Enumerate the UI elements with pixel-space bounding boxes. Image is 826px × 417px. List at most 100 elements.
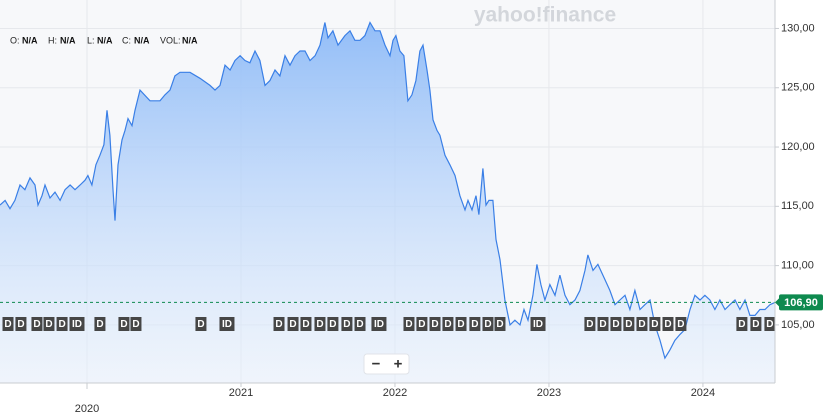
dividend-label: D xyxy=(738,319,745,330)
dividend-label: D xyxy=(132,319,139,330)
dividend-marker: D xyxy=(195,317,207,331)
dividend-marker: D xyxy=(15,317,27,331)
dividend-marker: D xyxy=(43,317,55,331)
dividend-marker: D xyxy=(327,317,339,331)
dividend-box xyxy=(469,317,481,331)
dividend-box xyxy=(610,317,622,331)
legend-key: H: xyxy=(48,35,57,45)
y-tick-label: 125,00 xyxy=(781,82,815,94)
dividend-label: D xyxy=(96,319,103,330)
dividend-box xyxy=(530,317,546,331)
dividend-marker: D xyxy=(764,317,776,331)
dividend-label: ID xyxy=(374,319,384,330)
dividend-label: D xyxy=(329,319,336,330)
dividend-box xyxy=(416,317,428,331)
dividend-label: D xyxy=(586,319,593,330)
zoom-controls: − + xyxy=(363,353,410,375)
dividend-box xyxy=(494,317,506,331)
dividend-box xyxy=(623,317,635,331)
last-price-pointer xyxy=(775,298,779,307)
x-tick-label: 2024 xyxy=(691,387,715,399)
dividend-box xyxy=(31,317,43,331)
dividend-label: D xyxy=(4,319,11,330)
dividend-marker: D xyxy=(94,317,106,331)
dividend-marker: D xyxy=(584,317,596,331)
dividend-marker: D xyxy=(675,317,687,331)
price-area xyxy=(0,22,775,383)
dividend-box xyxy=(300,317,312,331)
dividend-label: ID xyxy=(222,319,232,330)
dividend-marker: ID xyxy=(219,317,235,331)
dividend-box xyxy=(195,317,207,331)
zoom-box xyxy=(363,353,410,375)
dividend-box xyxy=(15,317,27,331)
dividend-label: D xyxy=(356,319,363,330)
dividend-marker: D xyxy=(31,317,43,331)
dividend-label: D xyxy=(638,319,645,330)
dividend-label: D xyxy=(496,319,503,330)
dividend-marker: D xyxy=(610,317,622,331)
last-price-box xyxy=(779,294,823,311)
dividend-marker: D xyxy=(429,317,441,331)
dividend-label: D xyxy=(471,319,478,330)
dividend-label: D xyxy=(625,319,632,330)
dividend-marker: D xyxy=(750,317,762,331)
dividend-label: ID xyxy=(533,319,543,330)
dividend-label: D xyxy=(405,319,412,330)
dividend-label: D xyxy=(45,319,52,330)
dividend-label: D xyxy=(275,319,282,330)
x-tick-label: 2023 xyxy=(537,387,561,399)
y-tick-label: 115,00 xyxy=(781,200,814,212)
dividend-marker: D xyxy=(341,317,353,331)
dividend-marker: D xyxy=(130,317,142,331)
dividend-box xyxy=(314,317,326,331)
dividend-label: D xyxy=(612,319,619,330)
x-tick-label: 2022 xyxy=(383,387,407,399)
dividend-box xyxy=(130,317,142,331)
dividend-label: D xyxy=(457,319,464,330)
dividend-box xyxy=(429,317,441,331)
dividend-label: D xyxy=(752,319,759,330)
y-tick-label: 110,00 xyxy=(781,260,814,272)
legend-value: N/A xyxy=(97,35,113,45)
dividend-marker: D xyxy=(494,317,506,331)
dividend-label: D xyxy=(58,319,65,330)
dividend-marker: ID xyxy=(69,317,85,331)
dividend-marker: D xyxy=(662,317,674,331)
dividend-box xyxy=(371,317,387,331)
last-price-label: 106,90 xyxy=(784,297,818,309)
dividend-box xyxy=(69,317,85,331)
dividend-marker: D xyxy=(636,317,648,331)
dividend-box xyxy=(287,317,299,331)
dividend-label: ID xyxy=(72,319,82,330)
dividend-marker: D xyxy=(649,317,661,331)
dividend-box xyxy=(636,317,648,331)
dividend-box xyxy=(354,317,366,331)
dividend-marker: D xyxy=(416,317,428,331)
dividend-marker: D xyxy=(597,317,609,331)
legend-value: N/A xyxy=(60,35,76,45)
dividend-box xyxy=(273,317,285,331)
dividend-marker: D xyxy=(354,317,366,331)
dividend-box xyxy=(597,317,609,331)
dividend-box xyxy=(675,317,687,331)
dividend-label: D xyxy=(766,319,773,330)
dividend-marker: D xyxy=(314,317,326,331)
dividend-marker: D xyxy=(482,317,494,331)
legend-key: C: xyxy=(122,35,131,45)
y-tick-label: 105,00 xyxy=(781,319,815,331)
dividend-box xyxy=(327,317,339,331)
zoom-out[interactable]: − xyxy=(372,355,381,372)
dividend-box xyxy=(649,317,661,331)
dividend-box xyxy=(43,317,55,331)
dividend-label: D xyxy=(17,319,24,330)
dividend-box xyxy=(118,317,130,331)
dividend-label: D xyxy=(444,319,451,330)
dividend-box xyxy=(764,317,776,331)
zoom-in[interactable]: + xyxy=(394,355,403,372)
dividend-label: D xyxy=(431,319,438,330)
legend-key: L: xyxy=(87,35,95,45)
y-tick-label: 120,00 xyxy=(781,141,815,153)
dividend-marker: D xyxy=(287,317,299,331)
dividend-label: D xyxy=(120,319,127,330)
